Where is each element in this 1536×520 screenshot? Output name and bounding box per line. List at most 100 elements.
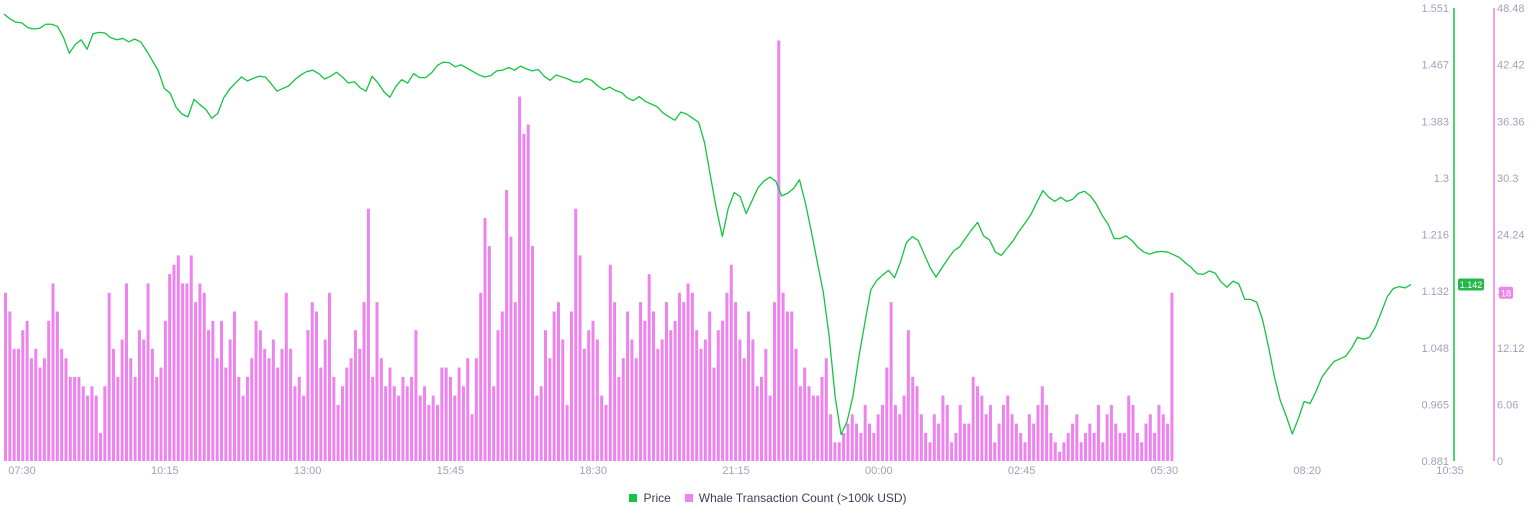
whale-bar xyxy=(51,283,55,461)
x-tick-label: 02:45 xyxy=(1008,465,1036,477)
whale-bar xyxy=(518,96,522,461)
whale-bar xyxy=(38,367,42,461)
whale-swatch-icon xyxy=(684,494,693,502)
whale-bar xyxy=(630,339,634,461)
whale-bars xyxy=(4,40,1174,462)
whale-bar xyxy=(1122,432,1126,461)
current-whale-badge-text: 18 xyxy=(1501,288,1511,298)
whale-bar xyxy=(440,367,444,461)
whale-bar xyxy=(284,292,288,461)
whale-bar xyxy=(271,339,275,461)
whale-bar xyxy=(1088,423,1092,461)
whale-bar xyxy=(790,311,794,461)
whale-bar xyxy=(401,376,405,461)
whale-bar xyxy=(8,311,12,461)
whale-bar xyxy=(120,339,124,461)
whale-bar xyxy=(742,358,746,461)
whale-bar xyxy=(254,320,258,461)
whale-bar xyxy=(220,320,223,461)
whale-bar xyxy=(172,264,176,461)
whale-bar xyxy=(21,330,25,461)
x-tick-label: 00:00 xyxy=(865,465,893,477)
whale-bar xyxy=(660,339,664,461)
whale-bar xyxy=(1153,432,1157,461)
whale-bar xyxy=(833,442,837,461)
whale-bar xyxy=(963,423,967,461)
whale-bar xyxy=(617,376,621,461)
whale-bar xyxy=(993,442,997,461)
whale-bar xyxy=(781,292,785,461)
whale-bar xyxy=(1006,395,1010,461)
whale-bar xyxy=(86,395,90,461)
whale-bar xyxy=(293,386,297,461)
whale-bar xyxy=(146,283,150,461)
whale-tick-label: 6.06 xyxy=(1497,399,1518,411)
legend-item-whale[interactable]: Whale Transaction Count (>100k USD) xyxy=(684,491,907,505)
whale-bar xyxy=(673,320,677,461)
whale-bar xyxy=(971,376,975,461)
whale-bar xyxy=(418,395,422,461)
whale-bar xyxy=(811,395,815,461)
whale-bar xyxy=(928,442,932,461)
whale-bar xyxy=(1019,432,1023,461)
whale-bar xyxy=(371,376,375,461)
whale-bar xyxy=(850,414,854,461)
whale-bar xyxy=(868,423,871,461)
whale-bar xyxy=(68,376,72,461)
whale-bar xyxy=(703,339,707,461)
legend-item-price[interactable]: Price xyxy=(629,491,671,505)
whale-bar xyxy=(77,376,81,461)
whale-bar xyxy=(328,292,331,461)
legend-price-label: Price xyxy=(643,491,671,505)
whale-bar xyxy=(712,367,716,461)
whale-bar xyxy=(893,404,897,461)
whale-bar xyxy=(47,320,51,461)
whale-tick-label: 24.24 xyxy=(1497,230,1525,242)
whale-bar xyxy=(1140,442,1144,461)
whale-bar xyxy=(431,395,435,461)
whale-bar xyxy=(1084,432,1087,461)
whale-bar xyxy=(1062,442,1066,461)
whale-bar xyxy=(1023,442,1027,461)
x-tick-label: 18:30 xyxy=(579,465,607,477)
whale-bar xyxy=(872,432,876,461)
whale-bar xyxy=(436,404,439,461)
current-whale-badge xyxy=(1499,286,1513,299)
whale-bar xyxy=(924,432,928,461)
whale-bar xyxy=(94,395,98,461)
whale-bar xyxy=(824,358,828,461)
whale-bar xyxy=(677,292,681,461)
whale-bar xyxy=(302,395,306,461)
whale-bar xyxy=(734,302,738,461)
whale-bar xyxy=(608,264,612,461)
whale-bar xyxy=(258,330,262,461)
whale-bar xyxy=(315,311,319,461)
whale-bar xyxy=(885,367,889,461)
whale-bar xyxy=(397,395,401,461)
whale-bar xyxy=(142,339,146,461)
whale-bar xyxy=(245,376,249,461)
whale-bar xyxy=(915,386,919,461)
whale-bar xyxy=(349,358,353,461)
whale-bar xyxy=(112,348,115,461)
whale-bar xyxy=(1148,414,1152,461)
whale-bar xyxy=(1135,432,1139,461)
whale-bar xyxy=(457,367,461,461)
whale-bar xyxy=(453,395,457,461)
whale-bar xyxy=(99,432,103,461)
x-tick-label: 07:30 xyxy=(8,465,36,477)
whale-bar xyxy=(1066,432,1070,461)
whale-bar xyxy=(1105,414,1109,461)
price-tick-label: 1.216 xyxy=(1421,230,1449,242)
whale-bar xyxy=(90,386,94,461)
whale-bar xyxy=(42,358,46,461)
whale-bar xyxy=(621,358,625,461)
price-tick-label: 0.965 xyxy=(1421,399,1449,411)
whale-bar xyxy=(34,348,38,461)
whale-bar xyxy=(807,386,811,461)
whale-bar xyxy=(738,339,742,461)
whale-bar xyxy=(103,386,107,461)
whale-bar xyxy=(772,302,776,461)
whale-bar xyxy=(237,376,241,461)
whale-bar xyxy=(340,386,344,461)
